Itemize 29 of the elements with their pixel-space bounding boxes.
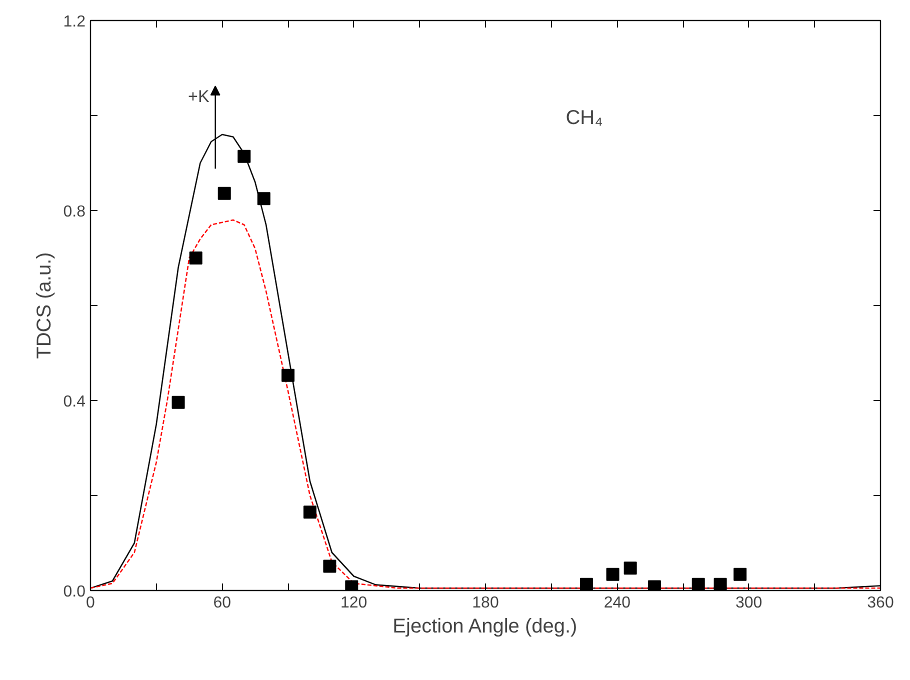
point <box>580 578 593 590</box>
x-tick-label: 60 <box>213 594 232 612</box>
point <box>624 562 637 575</box>
x-tick-label: 240 <box>604 594 631 612</box>
point <box>282 368 294 382</box>
point <box>257 192 270 206</box>
point <box>189 252 202 264</box>
annotation: +K <box>188 87 210 106</box>
y-tick-label: 0.0 <box>63 584 86 600</box>
x-tick-label: 0 <box>86 594 96 612</box>
point <box>303 506 316 519</box>
point <box>172 396 185 409</box>
x-tick-label: 180 <box>472 594 499 612</box>
y-axis-title: TDCS (a.u.) <box>33 252 56 359</box>
point <box>714 578 727 590</box>
point <box>606 568 620 581</box>
point <box>734 568 747 581</box>
point <box>323 560 336 573</box>
point <box>218 186 231 200</box>
annotation: CH₄ <box>566 106 603 129</box>
y-tick-label: 0.4 <box>63 394 86 410</box>
x-tick-label: 360 <box>867 594 894 612</box>
point <box>238 150 251 163</box>
point <box>692 578 705 590</box>
y-tick-label: 0.8 <box>63 204 86 220</box>
x-tick-label: 300 <box>735 594 762 612</box>
y-tick-label: 1.2 <box>63 14 86 30</box>
x-axis-title: Ejection Angle (deg.) <box>392 616 578 638</box>
x-tick-label: 120 <box>340 594 368 612</box>
